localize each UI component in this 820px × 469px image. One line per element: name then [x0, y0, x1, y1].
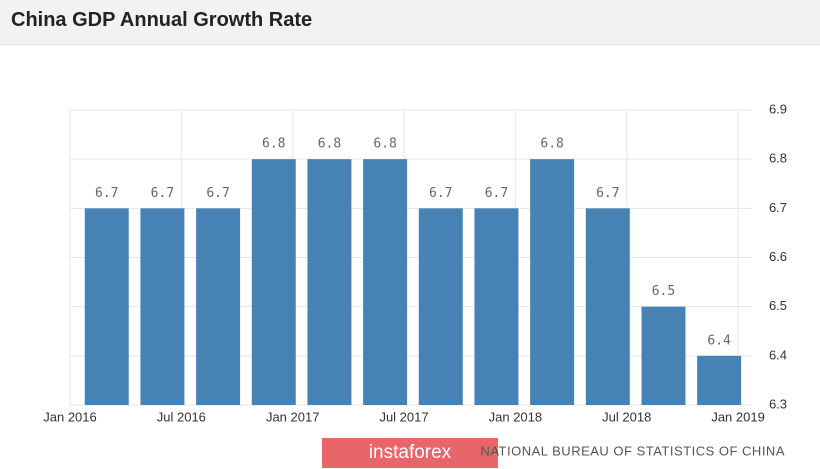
value-label: 6.4 [707, 333, 731, 348]
y-tick-label: 6.5 [769, 298, 787, 313]
x-tick-label: Jan 2017 [266, 409, 320, 424]
value-label: 6.8 [262, 137, 285, 152]
header: China GDP Annual Growth Rate [0, 0, 820, 45]
bar [140, 208, 185, 405]
x-tick-label: Jan 2019 [711, 409, 765, 424]
bar [530, 159, 575, 405]
value-label: 6.7 [206, 186, 229, 201]
bar [307, 159, 352, 405]
y-tick-label: 6.8 [769, 151, 787, 166]
x-tick-label: Jul 2017 [379, 409, 428, 424]
bar [196, 208, 241, 405]
value-label: 6.8 [318, 137, 341, 152]
y-tick-label: 6.6 [769, 249, 787, 264]
value-label: 6.7 [151, 186, 174, 201]
x-tick-label: Jul 2016 [157, 409, 206, 424]
value-label: 6.7 [485, 186, 508, 201]
chart-title: China GDP Annual Growth Rate [11, 9, 313, 31]
bar [641, 306, 686, 405]
x-tick-label: Jul 2018 [602, 409, 651, 424]
bar [474, 208, 519, 405]
value-label: 6.8 [373, 137, 396, 152]
y-tick-label: 6.9 [769, 101, 787, 116]
y-tick-label: 6.4 [769, 347, 787, 362]
bar [363, 159, 408, 405]
value-label: 6.5 [652, 284, 675, 299]
watermark-box [322, 438, 498, 468]
y-tick-label: 6.7 [769, 200, 787, 215]
bar [697, 355, 742, 405]
y-tick-label: 6.3 [769, 396, 787, 411]
value-label: 6.8 [540, 137, 563, 152]
source: NATIONAL BUREAU OF STATISTICS OF CHINA [480, 443, 785, 458]
value-label: 6.7 [429, 186, 452, 201]
bar [585, 208, 630, 405]
value-label: 6.7 [95, 186, 118, 201]
x-tick-label: Jan 2018 [489, 409, 543, 424]
x-tick-label: Jan 2016 [43, 409, 97, 424]
bar [251, 159, 296, 405]
bar [84, 208, 129, 405]
watermark: instaforex [369, 442, 452, 463]
value-label: 6.7 [596, 186, 619, 201]
bar [418, 208, 463, 405]
